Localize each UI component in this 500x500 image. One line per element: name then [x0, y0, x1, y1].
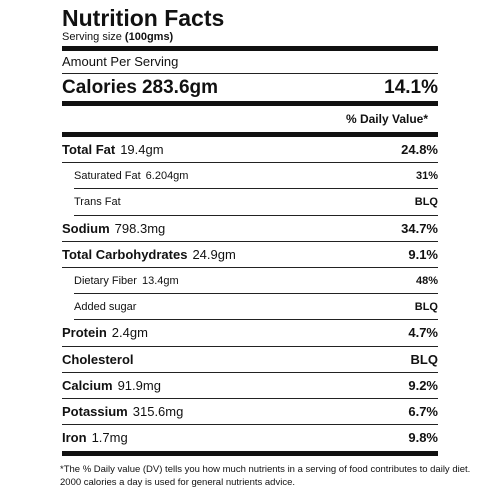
nutrient-dv: 9.8%: [408, 430, 438, 446]
nutrient-dv: 24.8%: [401, 142, 438, 157]
nutrient-amount: 6.204gm: [145, 170, 189, 183]
nutrient-dv: 48%: [415, 274, 438, 287]
nutrient-row: Potassium 315.6mg 6.7%: [62, 399, 438, 426]
nutrient-row: Saturated Fat 6.204gm 31%: [74, 163, 438, 190]
nutrient-label: Added sugar: [74, 294, 136, 319]
nutrient-dv: 31%: [415, 170, 438, 183]
nutrient-amount: 315.6mg: [132, 403, 184, 419]
nutrient-dv: BLQ: [414, 301, 438, 314]
nutrient-row: Protein 2.4gm 4.7%: [62, 320, 438, 347]
daily-value-header: % Daily Value*: [345, 112, 428, 126]
nutrient-row: Added sugar BLQ: [74, 294, 438, 321]
nutrient-dv: 4.7%: [408, 325, 438, 341]
nutrient-label: Calcium 91.9mg: [62, 373, 161, 398]
nutrient-amount: 2.4gm: [111, 325, 148, 341]
divider: [62, 101, 438, 106]
nutrient-name: Saturated Fat: [74, 170, 141, 183]
nutrient-label: Total Carbohydrates 24.9gm: [62, 242, 236, 267]
nutrient-label: Saturated Fat 6.204gm: [74, 163, 188, 188]
nutrient-name: Dietary Fiber: [74, 274, 137, 287]
nutrient-dv: 9.2%: [408, 377, 438, 393]
nutrient-label: Iron 1.7mg: [62, 425, 128, 451]
amount-per-serving: Amount Per Serving: [62, 54, 179, 69]
nutrient-name: Cholesterol: [62, 351, 134, 367]
footnote-line: 2000 calories a day is used for general …: [60, 477, 295, 489]
divider: [62, 73, 438, 74]
nutrient-name: Sodium: [62, 220, 110, 236]
nutrient-amount: 19.4gm: [120, 142, 164, 157]
nutrient-amount: 798.3mg: [114, 220, 166, 236]
nutrient-row: Total Carbohydrates 24.9gm 9.1%: [62, 242, 438, 268]
calories-name: Calories: [62, 77, 137, 98]
nutrient-name: Total Fat: [62, 142, 116, 157]
nutrient-row: Trans Fat BLQ: [74, 189, 438, 216]
nutrient-name: Added sugar: [74, 301, 137, 314]
nutrient-dv: BLQ: [414, 196, 438, 209]
nutrient-label: Sodium 798.3mg: [62, 216, 165, 241]
nutrient-name: Iron: [62, 430, 87, 446]
divider: [62, 132, 438, 137]
nutrient-dv: 9.1%: [408, 246, 438, 262]
nutrient-rows: Total Fat 19.4gm 24.8% Saturated Fat 6.204gm…: [62, 137, 438, 451]
nutrient-label: Potassium 315.6mg: [62, 399, 183, 424]
nutrient-dv: BLQ: [410, 351, 438, 367]
calories-row: Calories 283.6gm 14.1%: [62, 74, 438, 101]
nutrient-label: Dietary Fiber 13.4gm: [74, 268, 179, 293]
nutrient-label: Total Fat 19.4gm: [62, 137, 164, 162]
footnote-line: *The % Daily value (DV) tells you how mu…: [60, 464, 471, 476]
nutrient-row: Total Fat 19.4gm 24.8%: [62, 137, 438, 164]
divider: [62, 451, 438, 457]
nutrient-label: Protein 2.4gm: [62, 320, 148, 345]
serving-value: (100gms): [124, 31, 174, 43]
calories-dv: 14.1%: [384, 77, 438, 98]
nutrient-dv: 34.7%: [401, 220, 438, 236]
nutrient-amount: 13.4gm: [141, 274, 179, 287]
nutrient-label: Cholesterol: [62, 347, 134, 372]
nutrient-amount: 91.9mg: [117, 377, 161, 393]
footnote: *The % Daily value (DV) tells you how mu…: [60, 463, 480, 489]
nutrient-name: Trans Fat: [74, 196, 121, 209]
serving-label: Serving size: [62, 31, 122, 43]
nutrient-dv: 6.7%: [408, 403, 438, 419]
nutrient-name: Total Carbohydrates: [62, 246, 188, 262]
serving-size: Serving size (100gms): [62, 31, 438, 46]
calories-amount: 283.6gm: [141, 77, 219, 98]
nutrient-name: Calcium: [62, 377, 113, 393]
nutrient-amount: 1.7mg: [91, 430, 128, 446]
nutrient-amount: 24.9gm: [192, 246, 236, 262]
nutrition-label: Nutrition Facts Serving size (100gms) Amo…: [60, 0, 470, 489]
nutrient-name: Potassium: [62, 403, 128, 419]
nutrient-row: Dietary Fiber 13.4gm 48%: [74, 268, 438, 295]
nutrient-label: Trans Fat: [74, 189, 121, 214]
nutrient-row: Cholesterol BLQ: [62, 347, 438, 373]
title: Nutrition Facts: [62, 5, 225, 31]
divider: [62, 46, 438, 51]
nutrient-row: Calcium 91.9mg 9.2%: [62, 373, 438, 399]
nutrient-row: Sodium 798.3mg 34.7%: [62, 216, 438, 242]
nutrient-row: Iron 1.7mg 9.8%: [62, 425, 438, 451]
nutrient-name: Protein: [62, 325, 107, 341]
